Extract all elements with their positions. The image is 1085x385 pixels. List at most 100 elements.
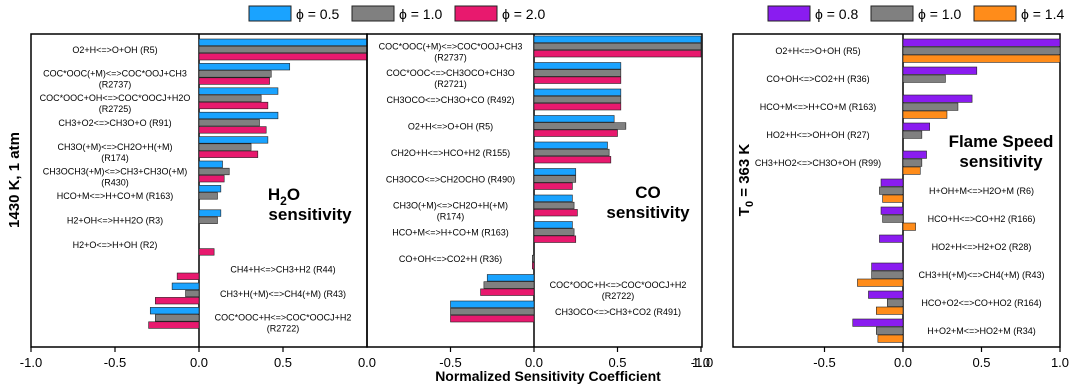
bar (533, 129, 618, 137)
panel-annotation: Flame Speed (949, 132, 1054, 151)
panel-annotation: CO (635, 183, 661, 202)
bar (198, 143, 252, 151)
x-axis-label: Normalized Sensitivity Coefficient (435, 368, 661, 384)
bar (533, 221, 573, 229)
bar (533, 103, 622, 111)
bar (902, 158, 923, 167)
bar (198, 94, 262, 102)
reaction-label: CH3+HO2<=>CH3O+OH (R99) (755, 158, 881, 168)
x-tick-label: 0.0 (525, 355, 543, 370)
bar (533, 209, 578, 217)
reaction-label: COC*OOC(+M)<=>COC*OOJ+CH3 (379, 41, 523, 51)
bar (533, 141, 608, 149)
bar (871, 262, 904, 271)
bar (902, 110, 948, 119)
bar (198, 136, 269, 144)
panel-3: -0.5 0.0 0.5 1.0 O2+H<=>O+OH (R5) CO+OH<=>CO2… (732, 33, 1069, 370)
reaction-label: COC*OOC+OH<=>COC*OOCJ+H2O (40, 93, 191, 103)
bar (198, 53, 368, 61)
x-tick-label: 0.5 (274, 355, 292, 370)
panel-annotation: sensitivity (606, 203, 690, 222)
bar (879, 186, 904, 195)
bar (533, 95, 622, 104)
bar (533, 156, 612, 164)
bar (902, 66, 978, 75)
bar (483, 281, 535, 289)
bar (198, 70, 272, 78)
bar (886, 298, 904, 307)
bar (902, 222, 916, 231)
x-tick-label: 1.0 (692, 355, 710, 370)
reaction-label: COC*OOC+H<=>COC*OOCJ+H2 (550, 280, 687, 290)
x-tick-label: -1.0 (20, 355, 42, 370)
bar (533, 62, 622, 70)
x-tick-label: 0.0 (358, 355, 376, 370)
legend-label-phi-1.0-fs: ϕ = 1.0 (918, 6, 961, 22)
reaction-label: HCO+O2<=>CO+HO2 (R164) (921, 298, 1041, 308)
legend-swatch-phi-0.5 (248, 5, 292, 22)
bar (198, 111, 279, 120)
reaction-label: CH3OCO<=>CH3+CO2 (R491) (555, 307, 681, 317)
reaction-label: CH3+O2<=>CH3O+O (R91) (58, 118, 171, 128)
bar (480, 288, 535, 296)
bar (532, 262, 535, 270)
bar (486, 274, 535, 282)
bar (533, 115, 615, 123)
bar (852, 318, 904, 327)
legend-label-phi-1.4: ϕ = 1.4 (1021, 6, 1064, 22)
reaction-label: (R174) (437, 211, 465, 221)
bar (533, 148, 610, 157)
bar (533, 50, 702, 58)
bar (533, 122, 627, 130)
bar (902, 102, 959, 111)
reaction-label: COC*OOC+H<=>COC*OOCJ+H2 (215, 313, 352, 323)
bar (882, 214, 904, 223)
bar (533, 168, 577, 176)
bar (185, 289, 200, 298)
reaction-label: (R2722) (602, 291, 635, 301)
bar (198, 248, 215, 256)
bar (198, 167, 230, 176)
bar (148, 321, 200, 329)
bar (149, 307, 200, 315)
reaction-label: HO2+H<=>H2+O2 (R28) (932, 242, 1032, 252)
reaction-label: O2+H<=>O+OH (R5) (408, 121, 493, 131)
reaction-label: HCO+M<=>H+CO+M (R163) (392, 227, 509, 237)
bar (155, 314, 200, 322)
reaction-label: HO2+H<=>OH+OH (R27) (766, 130, 869, 140)
reaction-label: COC*OOC<=>CH3OCO+CH3O (386, 68, 515, 78)
reaction-label: CH3O(+M)<=>CH2O+H(+M) (57, 142, 172, 152)
reaction-label: CH3O(+M)<=>CH2O+H(+M) (393, 200, 508, 210)
x-tick-label: 0.5 (608, 355, 626, 370)
y-axis-label-left: 1430 K, 1 atm (6, 132, 23, 228)
legend-swatch-phi-0.8 (767, 5, 811, 22)
panel-annotation: sensitivity (268, 205, 352, 224)
reaction-label: CO+OH<=>CO2+H (R36) (399, 254, 502, 264)
bar (880, 206, 904, 215)
bar (176, 272, 200, 280)
bar (533, 182, 573, 190)
bar (532, 254, 535, 263)
bar (198, 150, 259, 158)
reaction-label: O2+H<=>O+OH (R5) (775, 46, 860, 56)
bar (871, 270, 904, 279)
bar (198, 87, 279, 95)
reaction-label: CH3OCO<=>CH2OCHO (R490) (386, 174, 515, 184)
bar (877, 334, 904, 343)
bar (198, 185, 222, 193)
bar (876, 326, 904, 335)
reaction-label: HCO+M<=>H+CO+M (R163) (760, 102, 877, 112)
legend-left: ϕ = 0.5 ϕ = 1.0 ϕ = 2.0 (248, 5, 545, 22)
bar (533, 42, 702, 51)
bar (198, 175, 225, 183)
reaction-label: (R2722) (267, 324, 300, 334)
bar (198, 45, 368, 54)
reaction-label: CO+OH<=>CO2+H (R36) (766, 74, 869, 84)
bar (533, 88, 622, 96)
bar (879, 234, 904, 243)
bar (533, 35, 702, 43)
reaction-label: (R2721) (434, 79, 467, 89)
reaction-label: CH3OCO<=>CH3O+CO (R492) (386, 95, 514, 105)
legend-label-phi-0.5: ϕ = 0.5 (296, 6, 339, 22)
